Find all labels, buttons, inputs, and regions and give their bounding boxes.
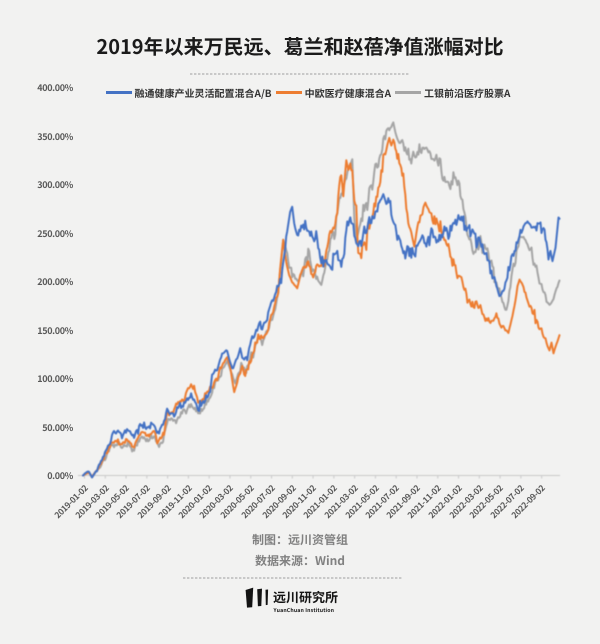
legend-label: 融通健康产业灵活配置混合A/B (134, 85, 272, 100)
legend-line-swatch-orange (275, 91, 302, 94)
y-axis-tick-label: 50.00% (42, 420, 73, 434)
chart-legend: 融通健康产业灵活配置混合A/B 中欧医疗健康混合A 工银前沿医疗股票A (8, 85, 600, 100)
y-axis-tick-label: 350.00% (37, 129, 73, 143)
logo-bar-2 (257, 588, 262, 607)
chart-series-lines (82, 121, 561, 479)
legend-item-zhongou: 中欧医疗健康混合A (275, 85, 392, 100)
legend-item-rongtong: 融通健康产业灵活配置混合A/B (105, 85, 272, 100)
x-axis (78, 475, 560, 479)
y-axis-tick-label: 200.00% (37, 275, 73, 288)
logo-bar-1 (245, 587, 254, 608)
footer-credit: 制图：远川资管组 (251, 531, 348, 548)
legend-label: 工银前沿医疗股票A (424, 85, 511, 100)
y-axis-tick-label: 100.00% (37, 372, 73, 385)
logo-bar-3 (265, 589, 269, 606)
legend-line-swatch-blue (105, 91, 132, 94)
y-axis-tick-label: 250.00% (37, 226, 73, 240)
series-line-2 (82, 121, 561, 479)
legend-item-gongyin: 工银前沿医疗股票A (395, 85, 510, 100)
y-axis-tick-label: 400.00% (37, 81, 73, 94)
logo-chinese-name: 远川研究所 (273, 587, 339, 606)
yuanchuan-institution-logo: 远川研究所 YuanChuan Institution (245, 587, 365, 617)
logo-english-name: YuanChuan Institution (273, 607, 335, 614)
series-line-1 (82, 136, 561, 478)
chart-title: 2019年以来万民远、葛兰和赵蓓净值涨幅对比 (96, 31, 504, 60)
footer-data-source: 数据来源：Wind (254, 552, 346, 569)
legend-line-swatch-gray (395, 91, 422, 94)
y-axis-tick-label: 150.00% (37, 323, 73, 337)
title-separator-dashed-line (190, 73, 410, 75)
y-axis-tick-label: 0.00% (47, 469, 73, 482)
legend-label: 中欧医疗健康混合A (304, 85, 392, 100)
yuanchuan-logo-mark-icon (245, 587, 269, 608)
series-line-0 (82, 193, 561, 479)
footer-separator-dashed-line (183, 577, 403, 579)
y-axis-tick-label: 300.00% (37, 178, 73, 191)
